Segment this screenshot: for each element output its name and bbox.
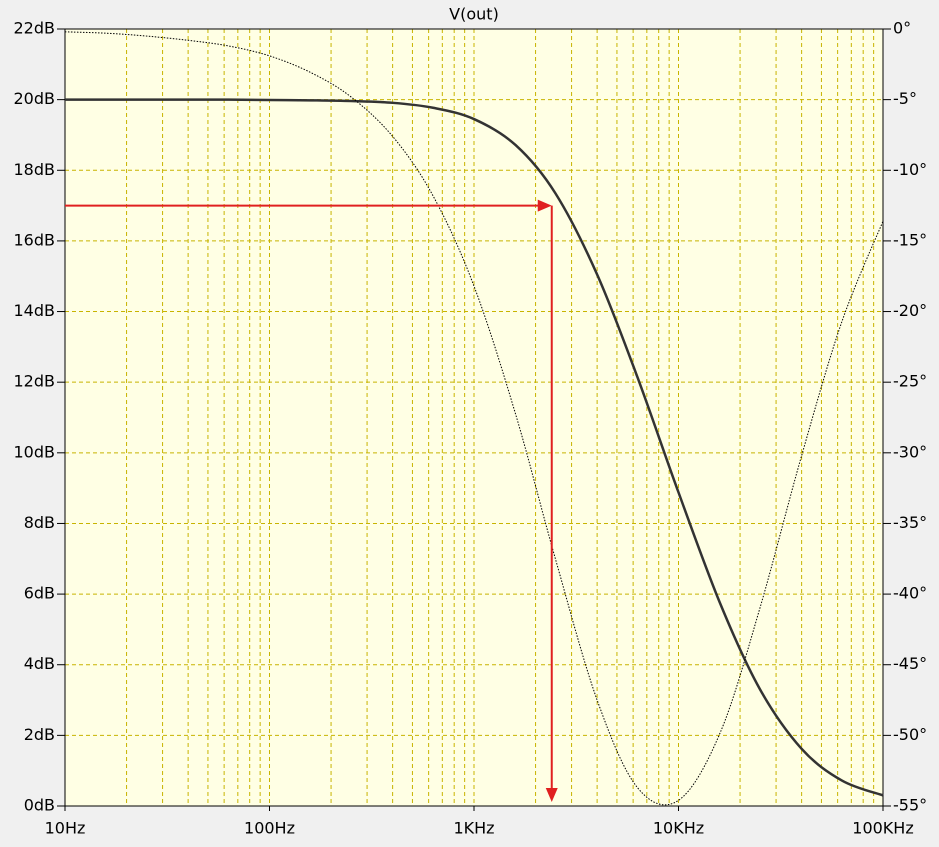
x-tick-label: 10Hz bbox=[45, 819, 86, 838]
x-tick-label: 100KHz bbox=[852, 819, 913, 838]
y2-tick-label: -30° bbox=[893, 442, 927, 461]
y-tick-label: 0dB bbox=[24, 796, 55, 815]
y2-tick-label: -20° bbox=[893, 301, 927, 320]
y2-tick-label: -35° bbox=[893, 513, 927, 532]
y2-tick-label: -25° bbox=[893, 372, 927, 391]
y-tick-label: 20dB bbox=[14, 89, 56, 108]
y2-tick-label: -50° bbox=[893, 725, 927, 744]
y-tick-label: 12dB bbox=[14, 372, 56, 391]
y2-tick-label: -15° bbox=[893, 230, 927, 249]
y-tick-label: 22dB bbox=[14, 19, 56, 38]
y2-tick-label: 0° bbox=[893, 19, 911, 38]
y-tick-label: 14dB bbox=[14, 301, 56, 320]
x-tick-label: 100Hz bbox=[244, 819, 295, 838]
y2-tick-label: -45° bbox=[893, 654, 927, 673]
y-tick-label: 6dB bbox=[24, 584, 55, 603]
y2-tick-label: -5° bbox=[893, 89, 917, 108]
plot-frame bbox=[64, 28, 884, 807]
y2-tick-label: -40° bbox=[893, 584, 927, 603]
chart-title: V(out) bbox=[449, 5, 499, 24]
x-tick-label: 1KHz bbox=[453, 819, 494, 838]
y-tick-label: 10dB bbox=[14, 442, 56, 461]
x-tick-label: 10KHz bbox=[653, 819, 704, 838]
y2-tick-label: -10° bbox=[893, 160, 927, 179]
y-tick-label: 8dB bbox=[24, 513, 55, 532]
y-tick-label: 2dB bbox=[24, 725, 55, 744]
y-tick-label: 18dB bbox=[14, 160, 56, 179]
cursor-arrowhead bbox=[545, 788, 558, 802]
cursor-arrowhead bbox=[537, 199, 552, 212]
y-tick-label: 4dB bbox=[24, 654, 55, 673]
y-tick-label: 16dB bbox=[14, 230, 56, 249]
y2-tick-label: -55° bbox=[893, 796, 927, 815]
